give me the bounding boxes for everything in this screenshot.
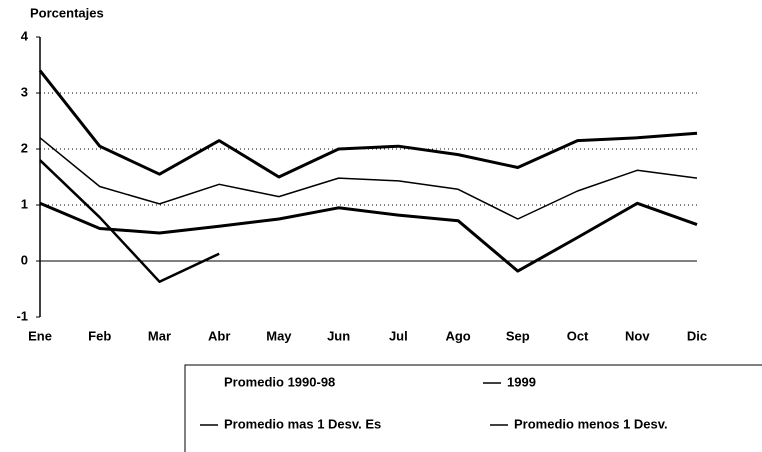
legend-label: 1999: [507, 374, 536, 389]
y-tick-label: 0: [21, 252, 28, 267]
x-tick-label: Jun: [327, 328, 350, 343]
y-axis-label: Porcentajes: [30, 5, 104, 20]
y-tick-label: 1: [21, 196, 28, 211]
x-tick-label: Sep: [506, 328, 530, 343]
x-tick-label: Abr: [208, 328, 230, 343]
line-series: [39, 201, 698, 273]
x-tick-label: Oct: [567, 328, 589, 343]
x-tick-label: May: [266, 328, 292, 343]
x-tick-label: Ago: [445, 328, 470, 343]
y-tick-label: 3: [21, 84, 28, 99]
y-tick-label: 4: [21, 28, 29, 43]
line-series: [39, 137, 698, 220]
y-tick-label: 2: [21, 140, 28, 155]
line-series: [39, 159, 220, 283]
legend-box: [184, 364, 762, 452]
x-tick-label: Dic: [687, 328, 707, 343]
x-tick-label: Ene: [28, 328, 52, 343]
x-tick-label: Feb: [88, 328, 111, 343]
legend-label: Promedio mas 1 Desv. Es: [224, 416, 381, 431]
y-tick-label: -1: [16, 308, 28, 323]
legend-label: Promedio 1990-98: [224, 374, 335, 389]
legend-label: Promedio menos 1 Desv.: [514, 416, 668, 431]
line-series: [38, 69, 698, 179]
x-tick-label: Nov: [625, 328, 650, 343]
x-tick-label: Jul: [389, 328, 408, 343]
x-tick-label: Mar: [148, 328, 171, 343]
